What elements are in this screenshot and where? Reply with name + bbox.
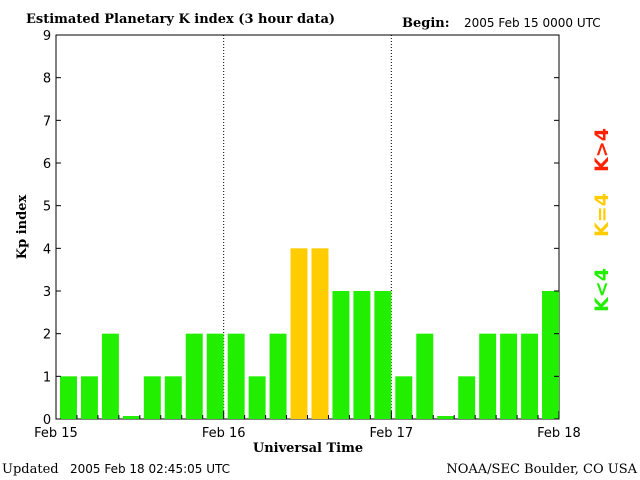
y-tick-label: 6 bbox=[43, 157, 51, 172]
x-day-label: Feb 15 bbox=[34, 426, 78, 441]
kp-bar bbox=[164, 376, 182, 419]
y-tick-label: 4 bbox=[43, 242, 51, 257]
y-tick-label: 7 bbox=[43, 114, 51, 129]
legend-item-above: K>4 bbox=[591, 128, 613, 172]
y-axis-title: Kp index bbox=[15, 195, 30, 260]
day-separators bbox=[223, 35, 392, 419]
kp-bar bbox=[122, 416, 140, 419]
kp-bar bbox=[101, 333, 119, 419]
kp-bar bbox=[227, 333, 245, 419]
y-axis-ticks: 0 1 2 3 4 5 6 7 8 9 bbox=[43, 29, 559, 428]
kp-bar bbox=[80, 376, 98, 419]
begin-value: 2005 Feb 15 0000 UTC bbox=[464, 16, 601, 30]
kp-bar bbox=[332, 291, 350, 419]
chart-title: Estimated Planetary K index (3 hour data… bbox=[26, 12, 335, 27]
updated-label: Updated bbox=[2, 462, 59, 477]
kp-bar bbox=[500, 333, 518, 419]
updated-value: 2005 Feb 18 02:45:05 UTC bbox=[70, 462, 230, 476]
y-tick-label: 2 bbox=[43, 328, 51, 343]
kp-bar bbox=[458, 376, 476, 419]
legend-item-below: K<4 bbox=[591, 268, 613, 312]
source-credit: NOAA/SEC Boulder, CO USA bbox=[446, 462, 637, 477]
kp-bar bbox=[206, 333, 224, 419]
y-tick-label: 5 bbox=[43, 200, 51, 215]
kp-bar bbox=[143, 376, 161, 419]
kp-bar bbox=[60, 376, 77, 419]
kp-bar bbox=[542, 291, 559, 419]
kp-bar bbox=[353, 291, 371, 419]
y-tick-label: 8 bbox=[43, 72, 51, 87]
x-day-label: Feb 16 bbox=[202, 426, 246, 441]
x-axis-ticks: Feb 15 Feb 16 Feb 17 Feb 18 bbox=[34, 411, 581, 441]
legend: K<4 K=4 K>4 bbox=[591, 128, 613, 312]
kp-bar bbox=[479, 333, 497, 419]
bars bbox=[60, 248, 559, 419]
kp-bar bbox=[374, 291, 392, 419]
x-day-label: Feb 17 bbox=[369, 426, 413, 441]
y-tick-label: 1 bbox=[43, 370, 51, 385]
kp-bar bbox=[311, 248, 329, 419]
legend-item-equal: K=4 bbox=[591, 193, 613, 237]
y-tick-label: 9 bbox=[43, 29, 51, 44]
kp-bar bbox=[290, 248, 308, 419]
y-tick-label: 0 bbox=[43, 413, 51, 428]
x-day-label: Feb 18 bbox=[537, 426, 581, 441]
kp-bar bbox=[416, 333, 434, 419]
kp-bar bbox=[269, 333, 287, 419]
kp-bar bbox=[521, 333, 539, 419]
kp-bar bbox=[248, 376, 266, 419]
y-tick-label: 3 bbox=[43, 285, 51, 300]
kp-bar bbox=[185, 333, 203, 419]
x-axis-title: Universal Time bbox=[253, 441, 363, 456]
kp-bar bbox=[437, 416, 455, 419]
begin-label: Begin: bbox=[402, 16, 450, 31]
kp-bar bbox=[395, 376, 413, 419]
